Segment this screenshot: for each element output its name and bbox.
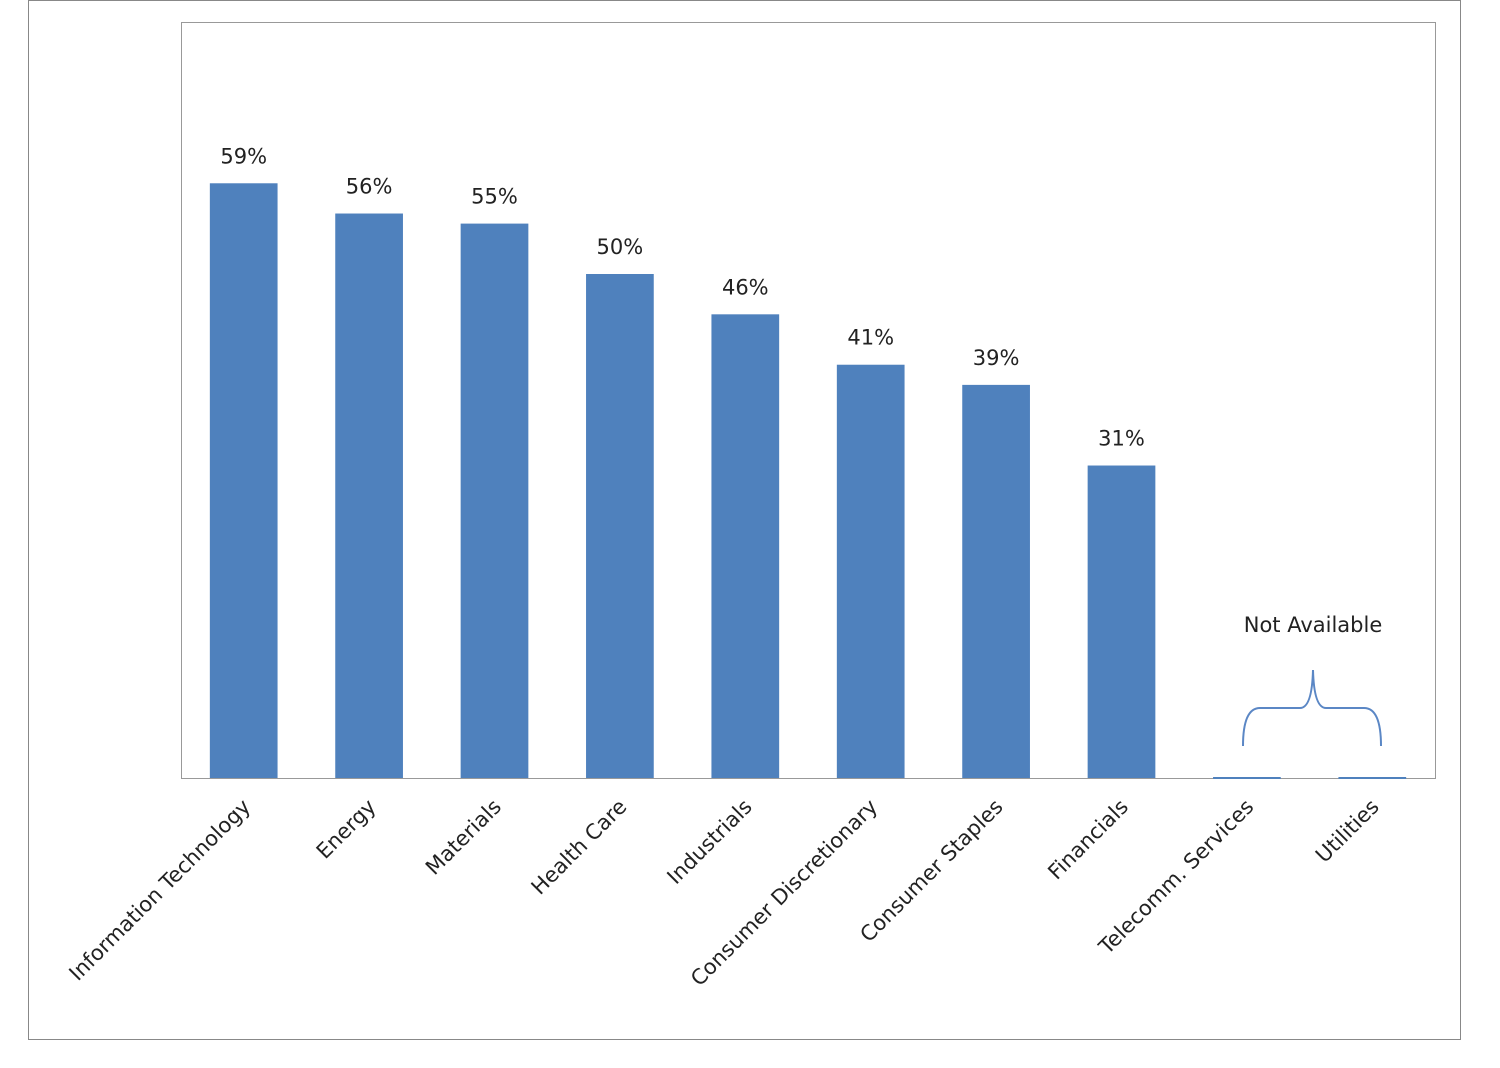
annotation-brace xyxy=(1242,669,1382,747)
value-label: 46% xyxy=(722,275,769,299)
bar xyxy=(836,364,905,778)
value-label: 59% xyxy=(220,144,267,168)
bar xyxy=(209,183,278,778)
value-label: 39% xyxy=(973,346,1020,370)
annotation: Not Available xyxy=(1244,613,1383,637)
bar xyxy=(711,314,780,778)
value-label: 41% xyxy=(847,326,894,350)
bar xyxy=(1213,777,1281,779)
bar xyxy=(1087,465,1156,778)
plot-area xyxy=(181,22,1436,779)
value-label: 56% xyxy=(346,175,393,199)
value-label: 55% xyxy=(471,185,518,209)
value-label: 31% xyxy=(1098,427,1145,451)
bar xyxy=(335,213,403,778)
value-label: 50% xyxy=(597,235,644,259)
bar xyxy=(1338,777,1407,779)
bar xyxy=(460,223,529,779)
bar xyxy=(962,384,1030,778)
bar xyxy=(586,274,654,778)
